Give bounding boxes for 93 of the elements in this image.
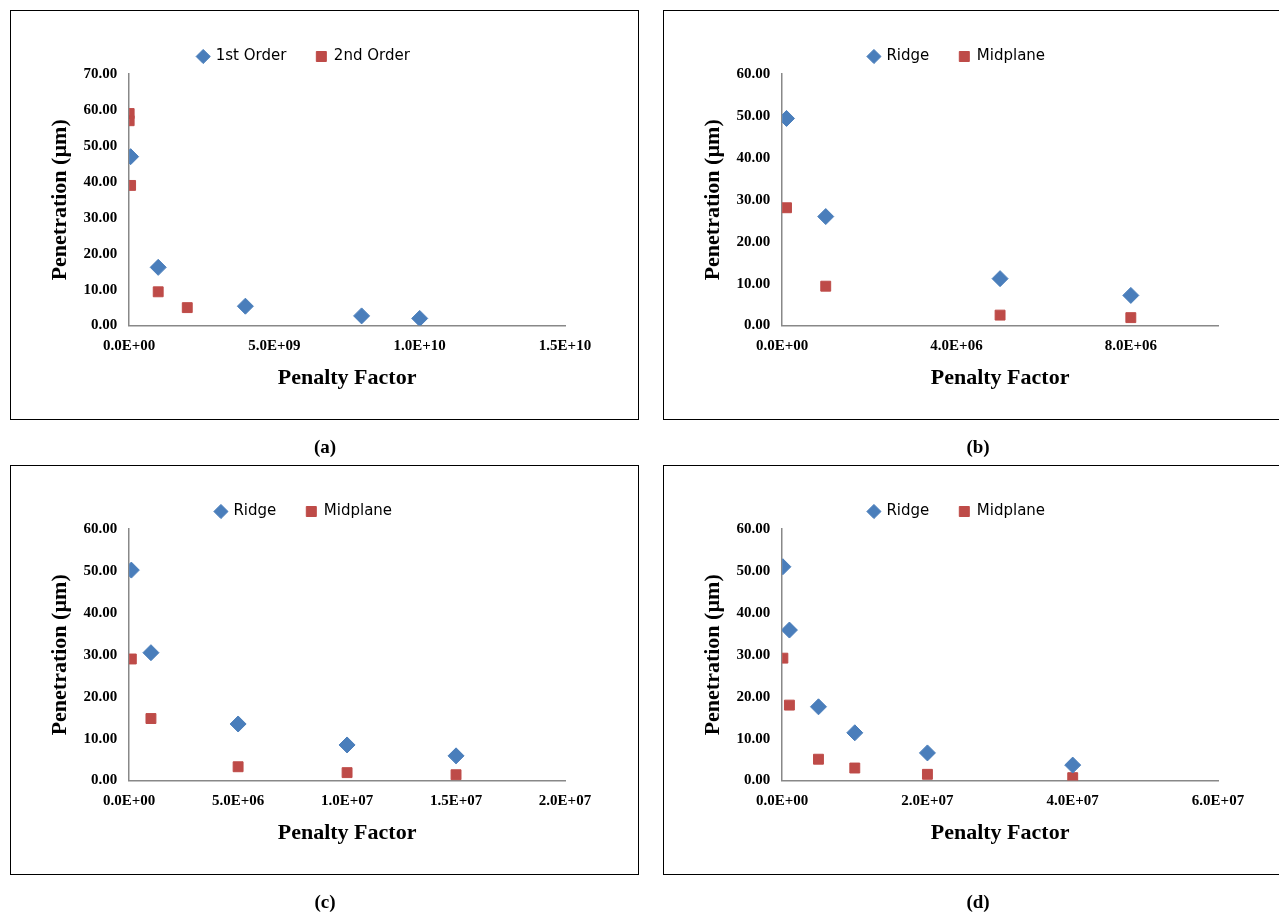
- y-tick-label: 70.00: [83, 64, 118, 81]
- y-tick-label: 20.00: [83, 244, 118, 261]
- point: [447, 747, 465, 765]
- point: [450, 769, 462, 781]
- point: [1125, 312, 1137, 324]
- text: (b): [965, 436, 991, 458]
- point: [813, 753, 824, 765]
- legend-label: Midplane: [976, 501, 1046, 520]
- point: [846, 724, 864, 742]
- point: [820, 280, 832, 292]
- text: (a): [312, 436, 338, 458]
- text: (c): [313, 891, 337, 913]
- x-tick-label: 2.0E+07: [901, 792, 955, 809]
- y-tick-label: 30.00: [736, 190, 771, 207]
- point: [782, 621, 798, 639]
- point: [1122, 286, 1140, 304]
- x-tick-label: 0.0E+00: [102, 792, 156, 809]
- text: (d): [965, 891, 991, 913]
- point: [782, 202, 792, 214]
- legend-label: Ridge: [886, 46, 930, 65]
- y-tick-label: 40.00: [83, 172, 118, 189]
- x-tick-label: 1.0E+07: [320, 792, 374, 809]
- y-tick-label: 10.00: [83, 729, 118, 746]
- point: [232, 761, 244, 773]
- x-tick-label: 4.0E+07: [1046, 792, 1100, 809]
- y-tick-label: 0.00: [743, 771, 771, 788]
- point: [338, 736, 356, 754]
- point: [145, 713, 157, 724]
- legend-label: Ridge: [233, 501, 277, 520]
- point: [991, 270, 1009, 288]
- y-tick-label: 30.00: [83, 645, 118, 662]
- y-axis-title: Penetration (µm): [698, 574, 724, 736]
- legend-label: Midplane: [323, 501, 393, 520]
- y-tick-label: 0.00: [90, 771, 118, 788]
- y-tick-label: 50.00: [736, 106, 771, 123]
- y-tick-label: 20.00: [83, 687, 118, 704]
- y-tick-label: 20.00: [736, 687, 771, 704]
- x-tick-label: 5.0E+09: [248, 337, 301, 354]
- legend-label: Midplane: [976, 46, 1046, 65]
- x-tick-label: 1.5E+07: [429, 792, 483, 809]
- point: [1064, 756, 1082, 774]
- y-tick-label: 0.00: [743, 316, 771, 333]
- y-tick-label: 50.00: [83, 136, 118, 153]
- y-tick-label: 10.00: [736, 729, 771, 746]
- y-tick-label: 40.00: [83, 603, 118, 620]
- point: [142, 644, 160, 662]
- legend-label: 1st Order: [215, 46, 288, 65]
- legend-label: Ridge: [886, 501, 930, 520]
- y-tick-label: 0.00: [90, 316, 118, 333]
- x-tick-label: 1.0E+10: [393, 337, 446, 354]
- x-axis-title: Penalty Factor: [930, 364, 1070, 390]
- x-tick-label: 2.0E+07: [538, 792, 592, 809]
- point: [341, 767, 353, 779]
- x-axis-title: Penalty Factor: [277, 819, 417, 845]
- x-tick-label: 5.0E+06: [211, 792, 265, 809]
- x-tick-label: 0.0E+00: [755, 337, 809, 354]
- point: [236, 297, 254, 315]
- point: [817, 208, 835, 226]
- y-tick-label: 60.00: [83, 100, 118, 117]
- point: [353, 307, 371, 325]
- y-tick-label: 60.00: [736, 519, 771, 536]
- x-tick-label: 8.0E+06: [1104, 337, 1158, 354]
- y-axis-title: Penetration (µm): [45, 119, 71, 281]
- x-tick-label: 0.0E+00: [755, 792, 809, 809]
- y-tick-label: 10.00: [736, 274, 771, 291]
- point: [1067, 772, 1079, 781]
- y-tick-label: 40.00: [736, 603, 771, 620]
- y-tick-label: 30.00: [736, 645, 771, 662]
- y-tick-label: 50.00: [736, 561, 771, 578]
- x-axis-title: Penalty Factor: [930, 819, 1070, 845]
- x-tick-label: 4.0E+06: [930, 337, 984, 354]
- y-tick-label: 10.00: [83, 280, 118, 297]
- point: [411, 309, 429, 326]
- y-tick-label: 60.00: [736, 64, 771, 81]
- point: [849, 762, 861, 774]
- x-tick-label: 1.5E+10: [538, 337, 592, 354]
- y-tick-label: 20.00: [736, 232, 771, 249]
- y-axis-title: Penetration (µm): [45, 574, 71, 736]
- y-tick-label: 60.00: [83, 519, 118, 536]
- legend-label: 2nd Order: [333, 46, 411, 65]
- point: [783, 699, 795, 711]
- x-tick-label: 6.0E+07: [1191, 792, 1245, 809]
- y-axis-title: Penetration (µm): [698, 119, 724, 281]
- point: [809, 698, 827, 716]
- point: [918, 744, 936, 762]
- point: [994, 309, 1006, 321]
- y-tick-label: 40.00: [736, 148, 771, 165]
- y-tick-label: 30.00: [83, 208, 118, 225]
- point: [229, 715, 247, 733]
- x-tick-label: 0.0E+00: [102, 337, 156, 354]
- point: [921, 768, 933, 780]
- x-axis-title: Penalty Factor: [277, 364, 417, 390]
- y-tick-label: 50.00: [83, 561, 118, 578]
